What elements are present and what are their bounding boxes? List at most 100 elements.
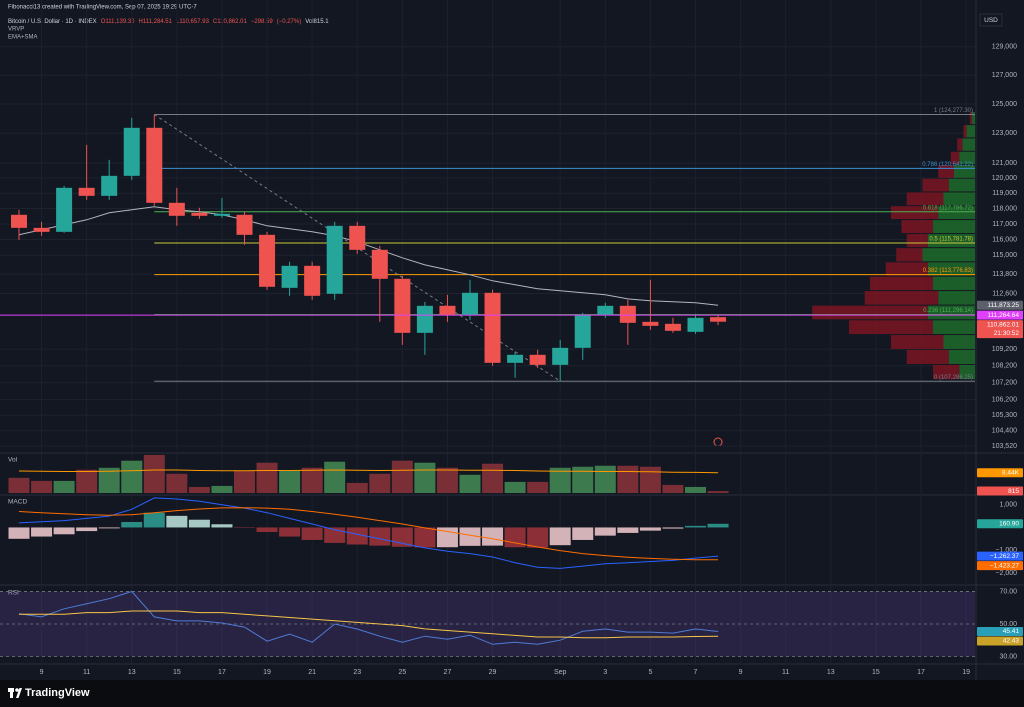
volume-bar bbox=[414, 462, 436, 493]
volume-bar bbox=[256, 462, 278, 493]
macd-histogram-bar bbox=[482, 527, 504, 546]
price-badge bbox=[977, 486, 1023, 496]
x-tick-label: 17 bbox=[917, 669, 925, 676]
x-tick-label: 7 bbox=[694, 669, 698, 676]
volume-profile-down bbox=[891, 206, 939, 220]
fib-level-label: 0.786 (120,641.22) bbox=[922, 162, 973, 168]
y-tick-label: 103,520 bbox=[992, 443, 1017, 450]
volume-ma-line bbox=[18, 469, 719, 474]
candle-body bbox=[304, 265, 321, 296]
macd-histogram-bar bbox=[617, 527, 639, 533]
x-tick-label: 5 bbox=[648, 669, 652, 676]
y-tick-label: 129,000 bbox=[992, 44, 1017, 51]
volume-profile-up bbox=[948, 349, 975, 364]
candle-body bbox=[213, 213, 230, 216]
candle-body bbox=[529, 354, 546, 365]
volume-profile-up bbox=[943, 192, 975, 206]
x-tick-label: 9 bbox=[739, 669, 743, 676]
x-tick-label: 17 bbox=[218, 669, 226, 676]
price-badge-label: 111,264.64 bbox=[987, 312, 1019, 319]
macd-histogram-bar bbox=[549, 527, 571, 546]
ohlc-value: O111,139.30 bbox=[101, 19, 135, 25]
macd-histogram-bar bbox=[166, 515, 188, 528]
macd-histogram-bar bbox=[707, 523, 729, 528]
volume-bar bbox=[549, 467, 571, 493]
y-tick-label: 125,000 bbox=[992, 101, 1017, 108]
logo-shape bbox=[15, 688, 19, 692]
volume-profile-up bbox=[938, 291, 975, 305]
candle-body bbox=[33, 227, 50, 232]
price-badge-label: 160.90 bbox=[999, 521, 1019, 528]
candle-body bbox=[349, 225, 366, 250]
price-badge bbox=[977, 519, 1023, 529]
fib-level-label: 0.5 (115,781.78) bbox=[929, 237, 973, 243]
x-tick-label: 11 bbox=[782, 669, 789, 676]
macd-histogram-bar bbox=[459, 527, 481, 546]
volume-bar bbox=[391, 460, 413, 493]
volume-bar bbox=[301, 467, 323, 493]
volume-bar bbox=[188, 486, 210, 493]
macd-histogram-bar bbox=[8, 527, 30, 539]
price-badge-label: 45.41 bbox=[1003, 628, 1020, 635]
price-badge-label: 8.44K bbox=[1002, 470, 1020, 477]
symbol-legend: Bitcoin / U.S. Dollar · 1D · INDEX O111,1… bbox=[8, 19, 329, 25]
volume-profile-down bbox=[896, 248, 923, 262]
currency-box bbox=[979, 13, 1003, 27]
volume-profile-down bbox=[957, 138, 963, 151]
candle-body bbox=[78, 187, 95, 196]
macd-line bbox=[18, 497, 719, 569]
x-tick-label: 23 bbox=[353, 669, 361, 676]
x-tick-label: 13 bbox=[128, 669, 136, 676]
candle-body bbox=[326, 225, 343, 294]
volume-bar bbox=[279, 470, 301, 493]
x-tick-label: 19 bbox=[962, 669, 970, 676]
rsi-line bbox=[18, 590, 719, 645]
candle-body bbox=[416, 305, 433, 333]
price-badge-label: 815 bbox=[1008, 488, 1019, 495]
price-badge-label: −1,262.37 bbox=[990, 553, 1019, 560]
credit: Fibonacci13 created with TradingView.com… bbox=[8, 5, 197, 11]
volume-profile-up bbox=[938, 206, 975, 220]
volume-bar bbox=[166, 473, 188, 493]
ohlc-value: C110,862.01 bbox=[213, 19, 248, 25]
footer-bar bbox=[0, 680, 1024, 707]
y-tick-label: 50.00 bbox=[999, 621, 1017, 628]
macd-histogram-bar bbox=[346, 527, 368, 545]
volume-profile-down bbox=[864, 291, 939, 305]
fib-level-label: 0.618 (117,786.72) bbox=[923, 205, 973, 211]
ohlc-value: L110,657.93 bbox=[176, 19, 210, 25]
candle-body bbox=[642, 321, 659, 326]
volume-bar bbox=[346, 482, 368, 493]
volume-profile-up bbox=[943, 335, 975, 349]
brand-name: TradingView bbox=[25, 687, 90, 699]
y-tick-label: 70.00 bbox=[999, 588, 1017, 595]
candle-body bbox=[687, 317, 704, 332]
candle-body bbox=[236, 214, 253, 235]
macd-histogram-bar bbox=[234, 527, 255, 528]
macd-histogram-bar bbox=[414, 527, 436, 548]
candle-body bbox=[191, 212, 208, 216]
brand-logo bbox=[8, 688, 22, 698]
y-tick-label: 112,600 bbox=[992, 290, 1017, 297]
macd-histogram-bar bbox=[572, 527, 594, 540]
y-tick-label: 104,400 bbox=[992, 428, 1017, 435]
price-badge bbox=[977, 468, 1023, 478]
macd-histogram-bar bbox=[594, 527, 616, 536]
volume-profile-up bbox=[962, 138, 975, 151]
volume-bar bbox=[685, 486, 706, 493]
volume-profile-down bbox=[963, 125, 967, 138]
volume-bar bbox=[572, 466, 594, 493]
pane-title: MACD bbox=[8, 499, 27, 506]
candle-body bbox=[259, 234, 276, 287]
x-tick-label: 15 bbox=[872, 669, 880, 676]
candle-body bbox=[597, 305, 614, 315]
candle-body bbox=[507, 354, 524, 363]
price-badge-label: −1,423.27 bbox=[990, 562, 1019, 569]
volume-bar bbox=[324, 461, 346, 493]
y-tick-label: 105,300 bbox=[992, 412, 1017, 419]
countdown-label: 21:30:52 bbox=[994, 330, 1020, 337]
ohlc-value: H111,284.51 bbox=[139, 19, 173, 25]
volume-profile-down bbox=[906, 192, 944, 206]
